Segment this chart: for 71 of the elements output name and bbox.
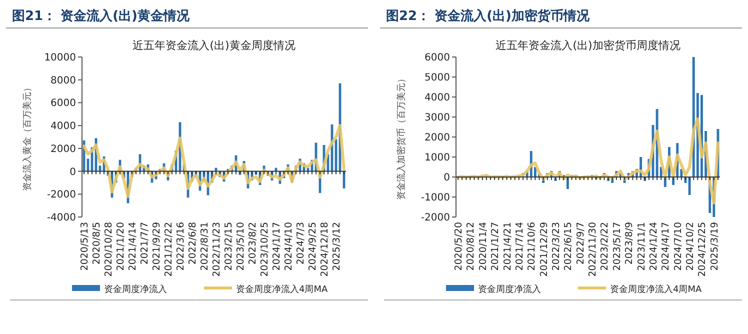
x-tick-label: 2021/1/27 bbox=[490, 222, 502, 271]
x-tick-label: 2024/7/10 bbox=[672, 222, 684, 271]
x-tick-label: 2024/4/17 bbox=[660, 222, 672, 271]
x-tick-label: 2022/11/30 bbox=[588, 222, 599, 277]
y-axis-title: 资金流入加密货币（百万美元） bbox=[396, 74, 407, 200]
y-tick-label: 2000 bbox=[50, 144, 76, 155]
x-tick-label: 2020/10/28 bbox=[104, 222, 114, 277]
y-tick-label: 5000 bbox=[424, 72, 450, 84]
x-tick-label: 2024/7/3 bbox=[296, 222, 306, 265]
x-tick-label: 2023/2/22 bbox=[600, 222, 611, 271]
x-tick-label: 2023/8/2 bbox=[248, 222, 258, 265]
x-tick-label: 2020/11/4 bbox=[478, 222, 489, 271]
chart-subtitle: 近五年资金流入(出)黄金周度情况 bbox=[132, 39, 296, 52]
x-tick-label: 2020/8/5 bbox=[92, 222, 102, 265]
y-tick-label: 6000 bbox=[424, 52, 450, 64]
y-tick-label: 2000 bbox=[424, 132, 450, 144]
legend-label: 资金周度净流入 bbox=[478, 284, 541, 295]
x-tick-label: 2021/9/29 bbox=[152, 222, 162, 271]
x-tick-label: 2022/8/31 bbox=[200, 222, 210, 271]
x-tick-label: 2021/12/29 bbox=[538, 222, 550, 277]
x-tick-label: 2024/12/18 bbox=[320, 222, 330, 277]
y-tick-label: 0 bbox=[444, 172, 450, 184]
x-tick-label: 2024/4/10 bbox=[284, 222, 294, 271]
y-tick-label: -4000 bbox=[46, 212, 76, 224]
y-tick-label: 6000 bbox=[50, 98, 76, 110]
legend-label: 资金周度净流入 bbox=[104, 284, 167, 295]
x-tick-label: 2024/12/25 bbox=[697, 222, 708, 277]
y-tick-label: -2000 bbox=[420, 212, 450, 224]
x-tick-label: 2022/3/23 bbox=[551, 222, 562, 271]
y-tick-label: 4000 bbox=[424, 92, 450, 104]
y-tick-label: 0 bbox=[70, 166, 76, 178]
x-tick-label: 2021/7/14 bbox=[514, 222, 526, 271]
y-tick-label: -1000 bbox=[420, 192, 450, 204]
chart-title: 图22： 资金流入(出)加密货币情况 bbox=[386, 8, 590, 24]
x-tick-label: 2021/4/14 bbox=[128, 222, 138, 271]
x-tick-label: 2021/10/6 bbox=[526, 222, 538, 271]
x-tick-label: 2023/10/25 bbox=[260, 222, 270, 277]
y-tick-label: 8000 bbox=[50, 75, 76, 86]
y-tick-label: 1000 bbox=[424, 152, 450, 164]
legend-label: 资金周度净流入4周MA bbox=[610, 284, 702, 295]
chart-title: 图21： 资金流入(出)黄金情况 bbox=[12, 8, 190, 24]
x-tick-label: 2024/1/17 bbox=[272, 222, 282, 271]
x-tick-label: 2022/6/8 bbox=[188, 222, 198, 265]
x-tick-label: 2020/5/20 bbox=[454, 222, 465, 271]
x-tick-label: 2020/5/13 bbox=[80, 222, 90, 271]
x-tick-label: 2022/3/16 bbox=[176, 222, 186, 271]
x-tick-label: 2022/11/23 bbox=[212, 222, 222, 277]
x-tick-label: 2023/5/10 bbox=[236, 222, 246, 271]
x-tick-label: 2022/6/15 bbox=[563, 222, 574, 271]
x-tick-label: 2021/4/21 bbox=[502, 222, 514, 271]
y-tick-label: 3000 bbox=[424, 112, 450, 124]
x-tick-label: 2023/2/15 bbox=[224, 222, 234, 271]
x-tick-label: 2025/3/12 bbox=[332, 222, 342, 271]
x-tick-label: 2021/1/20 bbox=[116, 222, 126, 271]
chart-subtitle: 近五年资金流入(出)加密货币周度情况 bbox=[496, 39, 680, 52]
y-tick-label: 4000 bbox=[50, 121, 76, 132]
x-tick-label: 2023/11/1 bbox=[636, 222, 648, 271]
x-tick-label: 2023/5/17 bbox=[612, 222, 623, 271]
x-tick-label: 2023/8/9 bbox=[624, 222, 636, 265]
x-tick-label: 2021/12/22 bbox=[164, 222, 174, 277]
x-tick-label: 2024/1/24 bbox=[648, 222, 660, 271]
y-tick-label: 10000 bbox=[44, 52, 76, 64]
x-tick-label: 2025/3/19 bbox=[709, 222, 720, 271]
legend-label: 资金周度净流入4周MA bbox=[236, 284, 328, 295]
y-tick-label: -2000 bbox=[46, 190, 76, 201]
x-tick-label: 2020/8/12 bbox=[466, 222, 477, 271]
x-tick-label: 2022/9/7 bbox=[575, 222, 586, 265]
y-axis-title: 资金流入黄金（百万美元） bbox=[22, 83, 33, 191]
x-tick-label: 2024/10/2 bbox=[685, 222, 696, 271]
x-tick-label: 2024/9/25 bbox=[308, 222, 318, 271]
x-tick-label: 2021/7/7 bbox=[140, 222, 150, 265]
